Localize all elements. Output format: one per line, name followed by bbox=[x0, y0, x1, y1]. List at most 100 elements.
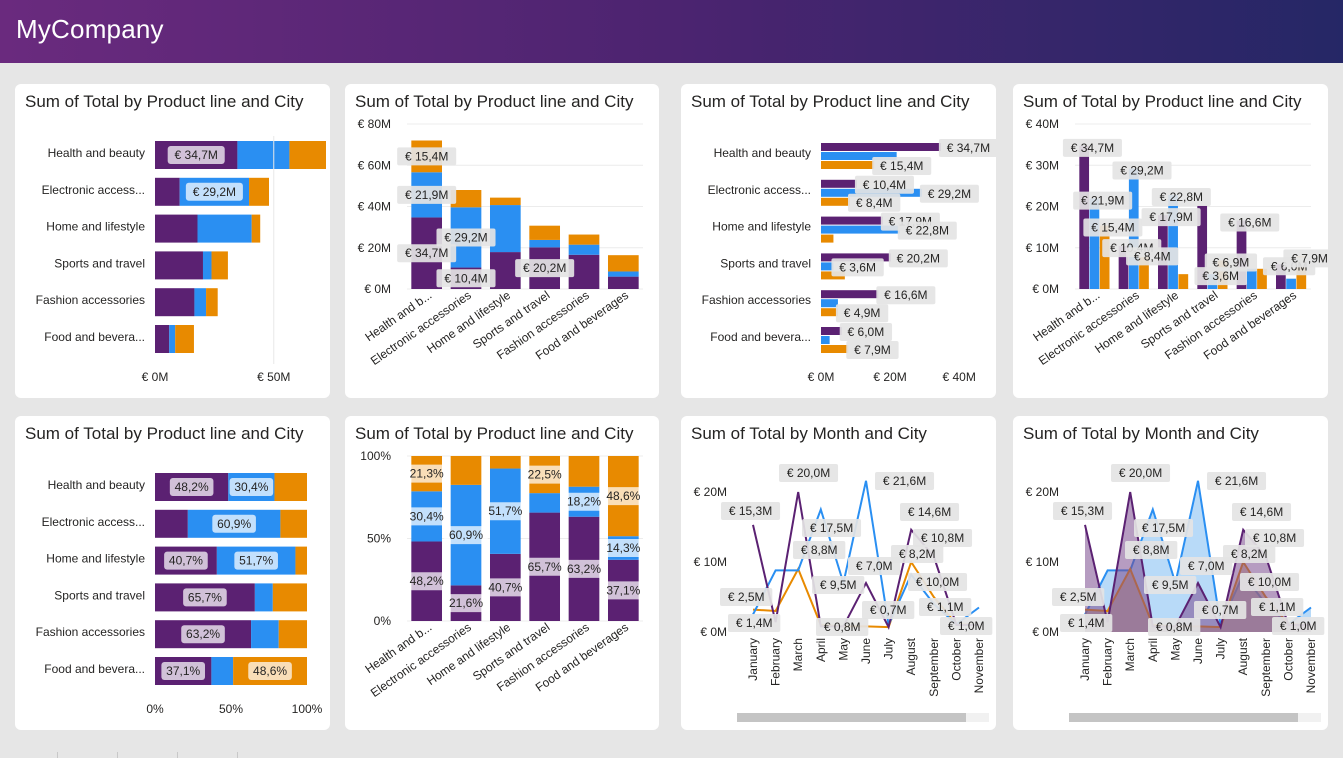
scrollbar-thumb[interactable] bbox=[737, 713, 966, 722]
x-tick-label: € 20M bbox=[873, 370, 906, 384]
data-label: € 0,7M bbox=[870, 603, 907, 617]
data-label-bg bbox=[913, 529, 973, 547]
category-label: Food and bevera... bbox=[44, 330, 145, 344]
data-label: € 29,2M bbox=[193, 185, 236, 199]
data-label-bg bbox=[601, 487, 646, 506]
data-label: € 15,3M bbox=[729, 504, 772, 518]
chart-title: Sum of Total by Product line and City bbox=[355, 92, 634, 111]
data-label: € 20,2M bbox=[897, 251, 940, 265]
y-tick-label: € 20M bbox=[358, 241, 391, 255]
data-label-bg bbox=[444, 594, 488, 613]
data-label-bg bbox=[436, 228, 496, 247]
data-label: 40,7% bbox=[169, 554, 203, 568]
data-label: € 15,4M bbox=[1091, 220, 1134, 234]
data-label-bg bbox=[839, 323, 893, 341]
bar bbox=[1089, 198, 1100, 289]
data-label: 22,5% bbox=[528, 468, 562, 482]
data-label-bg bbox=[601, 538, 646, 557]
data-label-bg bbox=[483, 578, 528, 597]
bar bbox=[450, 190, 482, 208]
data-label: € 20,0M bbox=[787, 466, 830, 480]
x-tick-label: 50% bbox=[219, 702, 243, 716]
data-label-bg bbox=[1073, 191, 1133, 210]
y-tick-label: € 0M bbox=[1032, 282, 1059, 296]
bar bbox=[568, 456, 600, 487]
chart-card-100pct-column[interactable]: Sum of Total by Product line and City 0%… bbox=[345, 416, 659, 730]
data-label-bg bbox=[721, 502, 781, 520]
data-label-bg bbox=[1053, 502, 1113, 520]
data-label-bg bbox=[1141, 208, 1201, 227]
chart-card-100pct-bar-horizontal[interactable]: Sum of Total by Product line and City He… bbox=[15, 416, 330, 730]
data-label: 60,9% bbox=[449, 528, 483, 542]
x-tick-label: 0% bbox=[146, 702, 164, 716]
bar bbox=[272, 583, 307, 612]
data-label-bg bbox=[1083, 218, 1143, 237]
data-label: € 0,8M bbox=[824, 620, 861, 634]
data-label: € 10,0M bbox=[1248, 575, 1291, 589]
bar bbox=[821, 197, 851, 206]
data-label-bg bbox=[835, 304, 889, 323]
data-label-bg bbox=[161, 662, 205, 680]
chart-card-stacked-bar-horizontal[interactable]: Sum of Total by Product line and City He… bbox=[15, 84, 330, 398]
chart-card-line[interactable]: Sum of Total by Month and City € 0M € 10M… bbox=[681, 416, 996, 730]
bar bbox=[821, 299, 838, 308]
page-tab[interactable] bbox=[177, 752, 237, 758]
chart-svg: Health and beauty Electronic access... Hom… bbox=[36, 136, 326, 384]
bar bbox=[155, 288, 195, 317]
x-tick-label: € 0M bbox=[142, 370, 169, 384]
bar bbox=[155, 251, 203, 280]
data-label-bg bbox=[404, 464, 449, 483]
data-label: € 8,8M bbox=[1133, 543, 1170, 557]
bar bbox=[169, 325, 176, 353]
bar bbox=[450, 456, 482, 485]
data-label: € 8,2M bbox=[1231, 547, 1268, 561]
category-label: Fashion accessories bbox=[36, 293, 145, 307]
data-label-bg bbox=[1060, 614, 1113, 632]
data-label-bg bbox=[897, 221, 957, 240]
bar bbox=[251, 620, 279, 649]
page-tab[interactable] bbox=[117, 752, 177, 758]
data-label-bg bbox=[1283, 249, 1328, 268]
bar bbox=[295, 546, 307, 575]
data-label-bg bbox=[212, 514, 256, 533]
scrollbar-thumb[interactable] bbox=[1069, 713, 1298, 722]
category-label: June bbox=[859, 638, 873, 664]
data-label: € 34,7M bbox=[175, 148, 218, 162]
data-label-bg bbox=[397, 185, 457, 204]
bar bbox=[155, 214, 198, 243]
data-label-bg bbox=[1251, 598, 1304, 616]
data-label-bg bbox=[404, 507, 449, 526]
bar bbox=[607, 271, 639, 277]
chart-title: Sum of Total by Month and City bbox=[1023, 424, 1259, 443]
chart-card-area[interactable]: Sum of Total by Month and City € 0M € 10M… bbox=[1013, 416, 1328, 730]
category-label: Home and lifestyle bbox=[46, 220, 145, 234]
bar bbox=[237, 141, 290, 169]
page-tab[interactable] bbox=[237, 752, 247, 758]
chart-card-clustered-bar-horizontal[interactable]: Sum of Total by Product line and City He… bbox=[681, 84, 996, 398]
bar bbox=[821, 253, 891, 262]
bar bbox=[1118, 246, 1129, 289]
page-tab[interactable] bbox=[57, 752, 117, 758]
chart-card-clustered-column[interactable]: Sum of Total by Product line and City € … bbox=[1013, 84, 1328, 398]
bar bbox=[529, 239, 561, 248]
data-label: € 21,9M bbox=[1081, 194, 1124, 208]
y-tick-label: € 20M bbox=[1026, 200, 1059, 214]
data-label-bg bbox=[1144, 576, 1197, 594]
data-label-bg bbox=[169, 478, 214, 496]
data-label: € 0,8M bbox=[1156, 620, 1193, 634]
bar bbox=[1099, 225, 1110, 289]
category-label: July bbox=[882, 638, 896, 659]
data-label: 48,6% bbox=[606, 489, 640, 503]
chart-card-stacked-column[interactable]: Sum of Total by Product line and City € … bbox=[345, 84, 659, 398]
x-tick-label: € 50M bbox=[257, 370, 290, 384]
bar bbox=[607, 255, 639, 272]
bar bbox=[254, 583, 273, 612]
y-tick-label: € 20M bbox=[1026, 485, 1059, 499]
category-label: August bbox=[904, 637, 918, 675]
data-label-bg bbox=[846, 341, 899, 359]
y-tick-label: € 30M bbox=[1026, 158, 1059, 172]
data-label: € 21,6M bbox=[883, 474, 926, 488]
category-label: August bbox=[1236, 637, 1250, 675]
